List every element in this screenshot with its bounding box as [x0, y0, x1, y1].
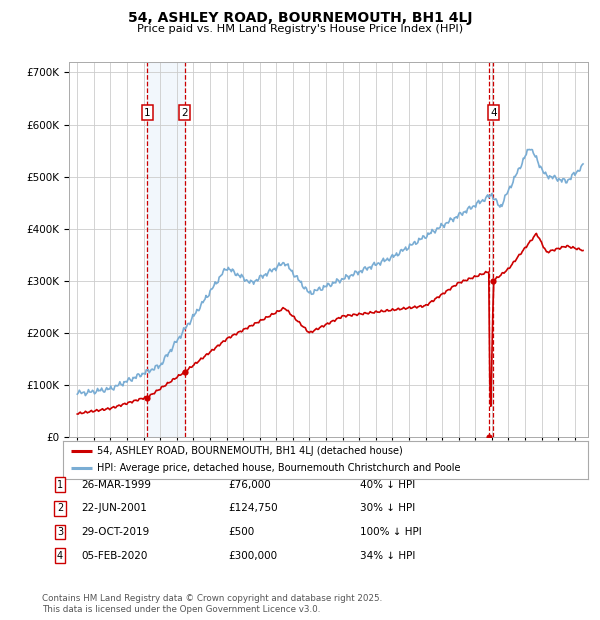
Text: 26-MAR-1999: 26-MAR-1999 — [81, 480, 151, 490]
Text: 34% ↓ HPI: 34% ↓ HPI — [360, 551, 415, 560]
Text: 40% ↓ HPI: 40% ↓ HPI — [360, 480, 415, 490]
Text: 22-JUN-2001: 22-JUN-2001 — [81, 503, 147, 513]
Text: 05-FEB-2020: 05-FEB-2020 — [81, 551, 148, 560]
Text: 2: 2 — [57, 503, 63, 513]
Text: £300,000: £300,000 — [228, 551, 277, 560]
Text: HPI: Average price, detached house, Bournemouth Christchurch and Poole: HPI: Average price, detached house, Bour… — [97, 463, 461, 473]
Text: 4: 4 — [490, 108, 497, 118]
Text: Price paid vs. HM Land Registry's House Price Index (HPI): Price paid vs. HM Land Registry's House … — [137, 24, 463, 33]
Text: 2: 2 — [181, 108, 188, 118]
Text: 54, ASHLEY ROAD, BOURNEMOUTH, BH1 4LJ: 54, ASHLEY ROAD, BOURNEMOUTH, BH1 4LJ — [128, 11, 472, 25]
Text: 100% ↓ HPI: 100% ↓ HPI — [360, 527, 422, 537]
Text: 30% ↓ HPI: 30% ↓ HPI — [360, 503, 415, 513]
Text: 54, ASHLEY ROAD, BOURNEMOUTH, BH1 4LJ (detached house): 54, ASHLEY ROAD, BOURNEMOUTH, BH1 4LJ (d… — [97, 446, 403, 456]
Text: 1: 1 — [144, 108, 151, 118]
Text: £124,750: £124,750 — [228, 503, 278, 513]
Text: 4: 4 — [57, 551, 63, 560]
Text: 1: 1 — [57, 480, 63, 490]
Bar — [148, 62, 185, 437]
Text: 29-OCT-2019: 29-OCT-2019 — [81, 527, 149, 537]
Text: £76,000: £76,000 — [228, 480, 271, 490]
Text: Contains HM Land Registry data © Crown copyright and database right 2025.
This d: Contains HM Land Registry data © Crown c… — [42, 595, 382, 614]
Text: £500: £500 — [228, 527, 254, 537]
Text: 3: 3 — [57, 527, 63, 537]
